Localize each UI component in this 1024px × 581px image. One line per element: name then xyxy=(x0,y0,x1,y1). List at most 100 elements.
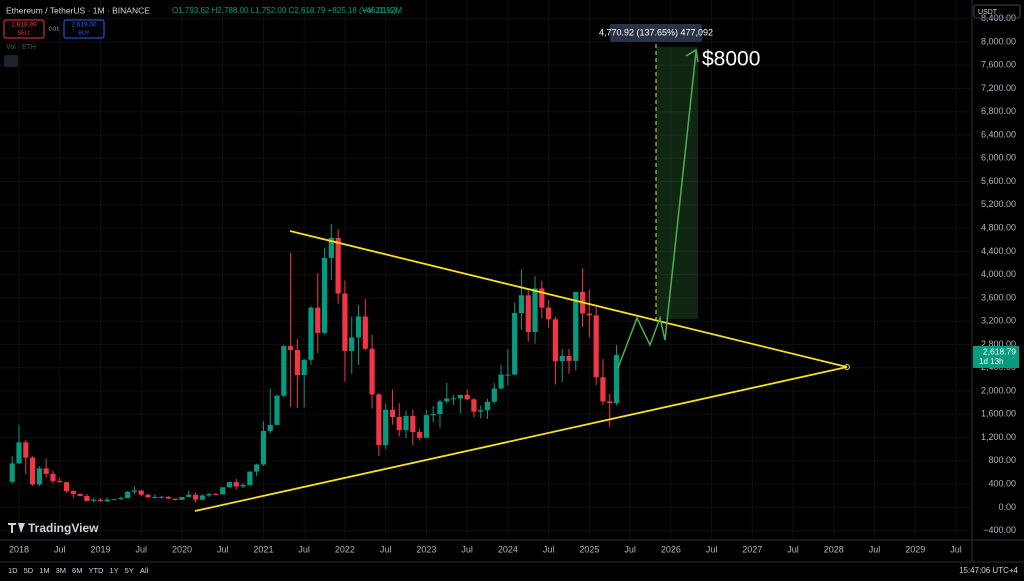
candle-body xyxy=(396,417,402,431)
range-button[interactable]: 1M xyxy=(39,566,49,575)
y-tick-label: 2,800.00 xyxy=(981,339,1016,349)
range-button[interactable]: All xyxy=(140,566,149,575)
x-tick-label: 2026 xyxy=(661,544,681,554)
measure-box xyxy=(610,24,702,42)
candle-body xyxy=(16,442,22,464)
candle-body xyxy=(430,414,436,416)
candle-body xyxy=(328,237,334,258)
x-tick-label: Jul xyxy=(787,544,799,554)
y-tick-label: 7,600.00 xyxy=(981,60,1016,70)
y-tick-label: 5,200.00 xyxy=(981,199,1016,209)
collapse-button[interactable] xyxy=(4,55,18,67)
candle-body xyxy=(600,377,606,402)
y-tick-label: 6,800.00 xyxy=(981,106,1016,116)
candle-body xyxy=(213,493,219,495)
candle-body xyxy=(199,495,205,500)
candle-body xyxy=(145,494,151,498)
candle-body xyxy=(254,464,260,472)
range-button[interactable]: YTD xyxy=(88,566,104,575)
projection-arrow xyxy=(685,48,699,63)
range-button[interactable]: 6M xyxy=(72,566,82,575)
y-tick-label: 6,000.00 xyxy=(981,153,1016,163)
x-tick-label: Jul xyxy=(380,544,392,554)
countdown: 1d 13h xyxy=(979,357,1003,366)
candle-body xyxy=(192,494,199,500)
volume: Vol 21.12M xyxy=(362,6,402,15)
clock: 15:47:06 UTC+4 xyxy=(959,566,1018,575)
candle-body xyxy=(111,499,117,501)
candle-body xyxy=(355,316,362,338)
y-tick-label: −400.00 xyxy=(983,525,1016,535)
sell-price[interactable]: 2,618.99 xyxy=(11,22,37,29)
candle-body xyxy=(172,498,178,500)
x-tick-label: Jul xyxy=(706,544,718,554)
y-tick-label: 4,000.00 xyxy=(981,269,1016,279)
candle-body xyxy=(294,349,300,376)
candle-body xyxy=(417,432,423,438)
y-tick-label: 5,600.00 xyxy=(981,176,1016,186)
candle-body xyxy=(593,315,599,378)
range-button[interactable]: 5D xyxy=(24,566,34,575)
x-tick-label: 2022 xyxy=(335,544,355,554)
candle-body xyxy=(518,295,525,314)
x-tick-label: Jul xyxy=(543,544,555,554)
buy-button[interactable] xyxy=(63,19,105,39)
x-tick-label: Jul xyxy=(624,544,636,554)
x-tick-label: Jul xyxy=(298,544,310,554)
buy-label[interactable]: BUY xyxy=(78,30,90,36)
candle-body xyxy=(43,468,49,474)
range-button[interactable]: 1D xyxy=(8,566,18,575)
range-button[interactable]: 3M xyxy=(56,566,66,575)
range-button[interactable]: 5Y xyxy=(125,566,134,575)
candle-body xyxy=(464,394,470,400)
candle-body xyxy=(471,399,477,412)
y-tick-label: 1,200.00 xyxy=(981,432,1016,442)
candle-body xyxy=(77,493,83,496)
sell-label[interactable]: SELL xyxy=(17,30,30,36)
x-tick-label: 2028 xyxy=(824,544,844,554)
buy-price[interactable]: 2,619.00 xyxy=(71,22,97,29)
sell-button[interactable] xyxy=(3,19,45,39)
candle-body xyxy=(220,487,226,495)
y-tick-label: 7,200.00 xyxy=(981,83,1016,93)
candle-body xyxy=(546,307,552,320)
candle-body xyxy=(613,355,620,404)
candle-body xyxy=(206,493,212,496)
candle-body xyxy=(138,490,144,495)
range-button[interactable]: 1Y xyxy=(109,566,118,575)
y-tick-label: 6,400.00 xyxy=(981,129,1016,139)
candle-body xyxy=(125,491,131,499)
candle-body xyxy=(512,313,518,375)
currency[interactable]: USDT xyxy=(978,9,998,16)
y-tick-label: 3,200.00 xyxy=(981,316,1016,326)
y-tick-label: 1,600.00 xyxy=(981,409,1016,419)
candle-body xyxy=(104,499,110,502)
x-tick-label: Jul xyxy=(217,544,229,554)
currency-box[interactable] xyxy=(973,4,1021,19)
annotation: $8000 xyxy=(702,48,760,71)
candle-body xyxy=(240,484,246,487)
candle-body xyxy=(450,398,457,400)
candle-body xyxy=(566,355,572,361)
brand: TradingView xyxy=(28,521,99,535)
y-tick-label: 800.00 xyxy=(988,455,1016,465)
brand-logo xyxy=(8,523,25,533)
resistance-line xyxy=(289,230,848,368)
candle-body xyxy=(607,401,613,404)
candle-body xyxy=(349,337,355,351)
candle-body xyxy=(389,409,396,418)
y-tick-label: 4,400.00 xyxy=(981,246,1016,256)
candle-body xyxy=(308,307,314,360)
candle-body xyxy=(29,457,36,485)
y-tick-label: 4,800.00 xyxy=(981,222,1016,232)
candle-body xyxy=(437,401,443,415)
candle-body xyxy=(84,495,90,501)
candle-body xyxy=(152,496,158,498)
apex xyxy=(844,364,850,370)
y-tick-label: 8,000.00 xyxy=(981,36,1016,46)
x-tick-label: 2021 xyxy=(253,544,273,554)
x-tick-label: Jul xyxy=(950,544,962,554)
candle-body xyxy=(179,496,185,500)
